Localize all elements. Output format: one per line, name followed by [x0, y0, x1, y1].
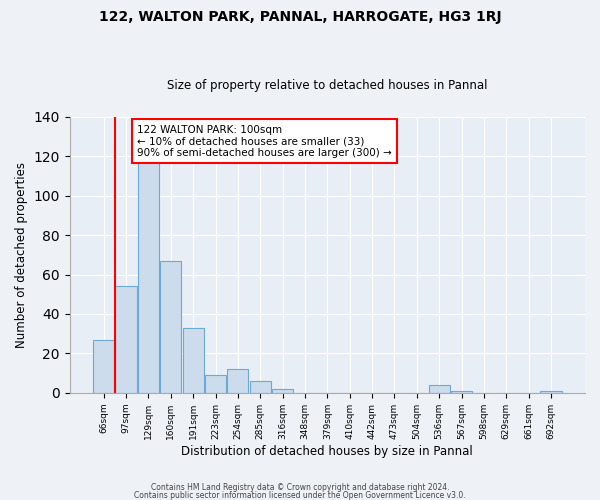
Bar [272, 389, 293, 393]
Bar [250, 381, 271, 393]
Bar [451, 391, 472, 393]
Text: 122, WALTON PARK, PANNAL, HARROGATE, HG3 1RJ: 122, WALTON PARK, PANNAL, HARROGATE, HG3… [98, 10, 502, 24]
Bar [205, 375, 226, 393]
Bar [93, 340, 115, 393]
Text: Contains HM Land Registry data © Crown copyright and database right 2024.: Contains HM Land Registry data © Crown c… [151, 484, 449, 492]
Bar [138, 160, 159, 393]
Bar [227, 369, 248, 393]
Bar [182, 328, 204, 393]
Y-axis label: Number of detached properties: Number of detached properties [15, 162, 28, 348]
Text: Contains public sector information licensed under the Open Government Licence v3: Contains public sector information licen… [134, 490, 466, 500]
Bar [160, 260, 181, 393]
Text: 122 WALTON PARK: 100sqm
← 10% of detached houses are smaller (33)
90% of semi-de: 122 WALTON PARK: 100sqm ← 10% of detache… [137, 124, 392, 158]
Bar [541, 391, 562, 393]
Bar [428, 385, 450, 393]
X-axis label: Distribution of detached houses by size in Pannal: Distribution of detached houses by size … [181, 444, 473, 458]
Bar [115, 286, 137, 393]
Title: Size of property relative to detached houses in Pannal: Size of property relative to detached ho… [167, 79, 488, 92]
